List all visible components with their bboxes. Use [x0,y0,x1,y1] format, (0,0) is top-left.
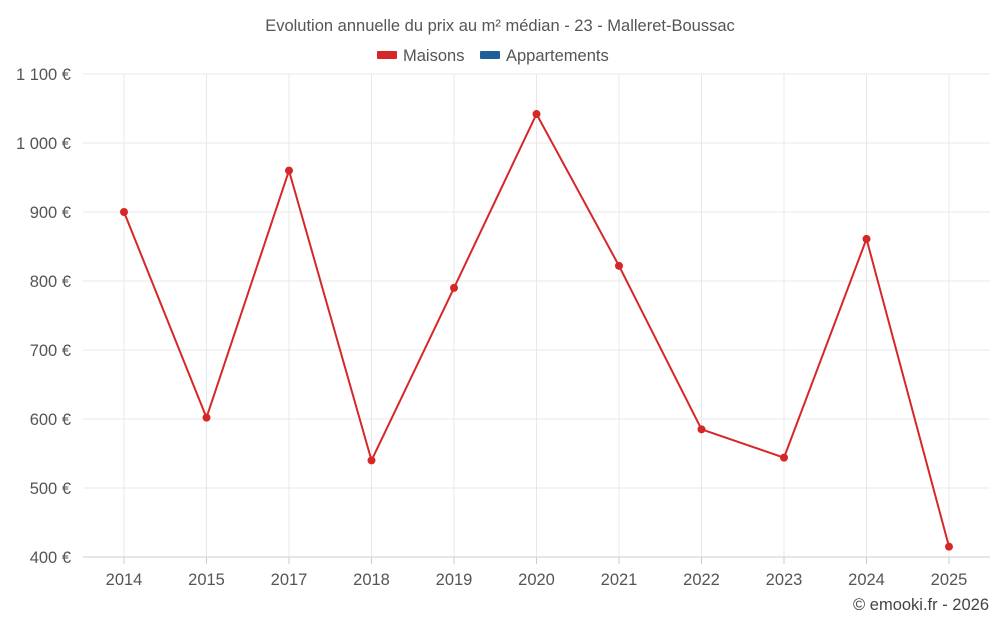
legend-swatch-maisons [377,51,397,59]
x-tick-label: 2017 [271,571,308,589]
data-point-maisons[interactable] [203,414,211,422]
data-point-maisons[interactable] [698,425,706,433]
x-tick-label: 2014 [106,571,143,589]
x-axis-tick-labels: 2014 2015 2017 2018 2019 2020 2021 2022 2023 2024… [106,571,968,589]
legend: Maisons Appartements [377,47,609,65]
y-tick-label: 1 100 € [16,66,71,84]
data-point-maisons[interactable] [945,543,953,551]
line-chart: Evolution annuelle du prix au m² médian … [0,0,1000,625]
legend-item-appartements[interactable]: Appartements [480,47,609,65]
x-tick-label: 2023 [766,571,803,589]
y-tick-label: 700 € [30,342,71,360]
x-tick-label: 2025 [931,571,968,589]
legend-swatch-appartements [480,51,500,59]
y-axis-tick-labels: 400 € 500 € 600 € 700 € 800 € 900 € 1 000 € 1 1… [16,66,71,567]
y-tick-label: 800 € [30,273,71,291]
chart-container: Evolution annuelle du prix au m² médian … [0,0,1000,625]
legend-item-maisons[interactable]: Maisons [377,47,464,65]
y-tick-label: 600 € [30,411,71,429]
data-point-maisons[interactable] [368,456,376,464]
data-point-maisons[interactable] [285,167,293,175]
x-gridlines [124,74,949,564]
y-tick-label: 1 000 € [16,135,71,153]
x-tick-label: 2019 [436,571,473,589]
data-point-maisons[interactable] [863,235,871,243]
y-tick-label: 400 € [30,549,71,567]
data-point-maisons[interactable] [120,208,128,216]
legend-label-appartements: Appartements [506,47,609,65]
data-point-maisons[interactable] [780,454,788,462]
data-point-maisons[interactable] [533,110,541,118]
x-tick-label: 2018 [353,571,390,589]
credit-text: © emooki.fr - 2026 [853,596,989,614]
y-tick-label: 900 € [30,204,71,222]
x-tick-label: 2022 [683,571,720,589]
chart-title: Evolution annuelle du prix au m² médian … [265,17,735,35]
data-point-maisons[interactable] [615,262,623,270]
x-tick-label: 2024 [848,571,885,589]
x-tick-label: 2015 [188,571,225,589]
x-tick-label: 2020 [518,571,555,589]
x-tick-label: 2021 [601,571,638,589]
y-tick-label: 500 € [30,480,71,498]
data-point-maisons[interactable] [450,284,458,292]
legend-label-maisons: Maisons [403,47,464,65]
